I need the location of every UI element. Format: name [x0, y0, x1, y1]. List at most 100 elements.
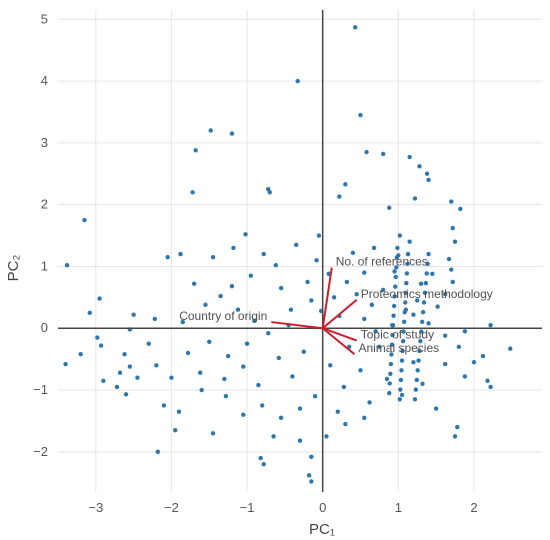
- data-point: [123, 392, 129, 397]
- data-point: [273, 263, 278, 268]
- data-point: [244, 341, 250, 346]
- data-point: [418, 281, 424, 286]
- data-point: [324, 434, 329, 439]
- data-point: [295, 78, 300, 84]
- data-point: [404, 280, 409, 286]
- data-point: [261, 251, 266, 257]
- data-point: [435, 304, 440, 309]
- data-point: [362, 415, 367, 421]
- data-point: [165, 254, 170, 260]
- data-point: [306, 473, 312, 478]
- data-point: [433, 406, 439, 411]
- data-point: [412, 397, 418, 402]
- data-point: [388, 371, 393, 376]
- data-point: [426, 321, 431, 326]
- vector-label: No. of references: [336, 255, 428, 269]
- data-point: [243, 232, 248, 237]
- data-point: [152, 316, 157, 322]
- data-point: [389, 352, 394, 357]
- data-point: [488, 384, 493, 390]
- data-point: [422, 290, 428, 296]
- data-point: [258, 455, 263, 461]
- data-point: [398, 387, 403, 392]
- data-point: [178, 251, 183, 257]
- data-point: [450, 225, 455, 231]
- data-point: [418, 339, 423, 344]
- data-point: [416, 358, 421, 363]
- data-point: [328, 363, 333, 368]
- vector-label: Animal species: [358, 341, 439, 355]
- data-point: [411, 360, 416, 365]
- data-point: [176, 409, 182, 414]
- data-point: [131, 312, 136, 317]
- data-point: [403, 290, 409, 296]
- data-point: [337, 194, 342, 199]
- data-point: [455, 424, 460, 430]
- x-tick-label: −3: [88, 500, 103, 515]
- data-point: [241, 412, 246, 417]
- data-point: [309, 479, 314, 484]
- data-point: [411, 312, 416, 317]
- data-point: [222, 376, 227, 382]
- data-point: [350, 250, 356, 256]
- data-point: [426, 251, 431, 257]
- data-point: [412, 196, 418, 201]
- data-point: [400, 339, 406, 344]
- loading-vector: [322, 299, 358, 330]
- data-point: [417, 164, 422, 169]
- data-point: [241, 364, 246, 369]
- data-point: [393, 284, 398, 289]
- data-point: [402, 309, 407, 315]
- data-point: [394, 255, 400, 260]
- data-point: [266, 330, 271, 336]
- vector-label: Proteomics methodology: [361, 287, 493, 301]
- data-point: [449, 267, 454, 272]
- tick-labels: −3 −2 −1 0 1 2 −2 −1 0 1 2 3 4 5: [33, 11, 477, 515]
- y-tick-label: 3: [41, 135, 48, 150]
- data-point: [297, 406, 303, 411]
- y-tick-label: −1: [33, 382, 48, 397]
- data-point: [456, 344, 462, 349]
- data-point: [395, 245, 400, 251]
- data-point: [353, 25, 358, 30]
- data-point: [362, 316, 367, 322]
- data-point: [380, 151, 386, 157]
- data-point: [387, 381, 392, 386]
- data-point: [443, 333, 448, 338]
- loading-vector: [322, 327, 356, 355]
- vector-label: Country of origin: [179, 309, 267, 323]
- data-point: [341, 384, 347, 390]
- data-point: [297, 438, 303, 443]
- data-point: [450, 279, 455, 285]
- data-point: [399, 358, 405, 363]
- data-point: [449, 199, 454, 204]
- data-point: [407, 239, 412, 244]
- data-point: [358, 112, 363, 118]
- data-point: [458, 206, 463, 212]
- data-point: [208, 128, 213, 133]
- y-tick-label: 1: [41, 258, 48, 273]
- loading-vectors: No. of references Proteomics methodology C…: [179, 255, 493, 356]
- data-point: [294, 242, 299, 248]
- data-point: [225, 353, 231, 359]
- data-point: [114, 384, 120, 390]
- data-point: [63, 361, 68, 367]
- data-point: [420, 381, 425, 387]
- data-point: [135, 375, 140, 380]
- data-point: [367, 400, 372, 405]
- data-point: [384, 376, 390, 382]
- data-point: [229, 131, 235, 136]
- data-point: [309, 454, 314, 459]
- data-point: [122, 351, 127, 357]
- data-point: [161, 403, 167, 408]
- data-point: [443, 361, 448, 367]
- data-point: [173, 428, 178, 433]
- data-point: [185, 350, 191, 356]
- x-axis-title: PC₁: [309, 521, 335, 538]
- x-tick-label: −1: [240, 500, 255, 515]
- data-point: [180, 319, 185, 325]
- data-point: [197, 370, 203, 375]
- data-point: [462, 374, 468, 379]
- x-tick-label: −2: [164, 500, 179, 515]
- data-point: [305, 279, 310, 285]
